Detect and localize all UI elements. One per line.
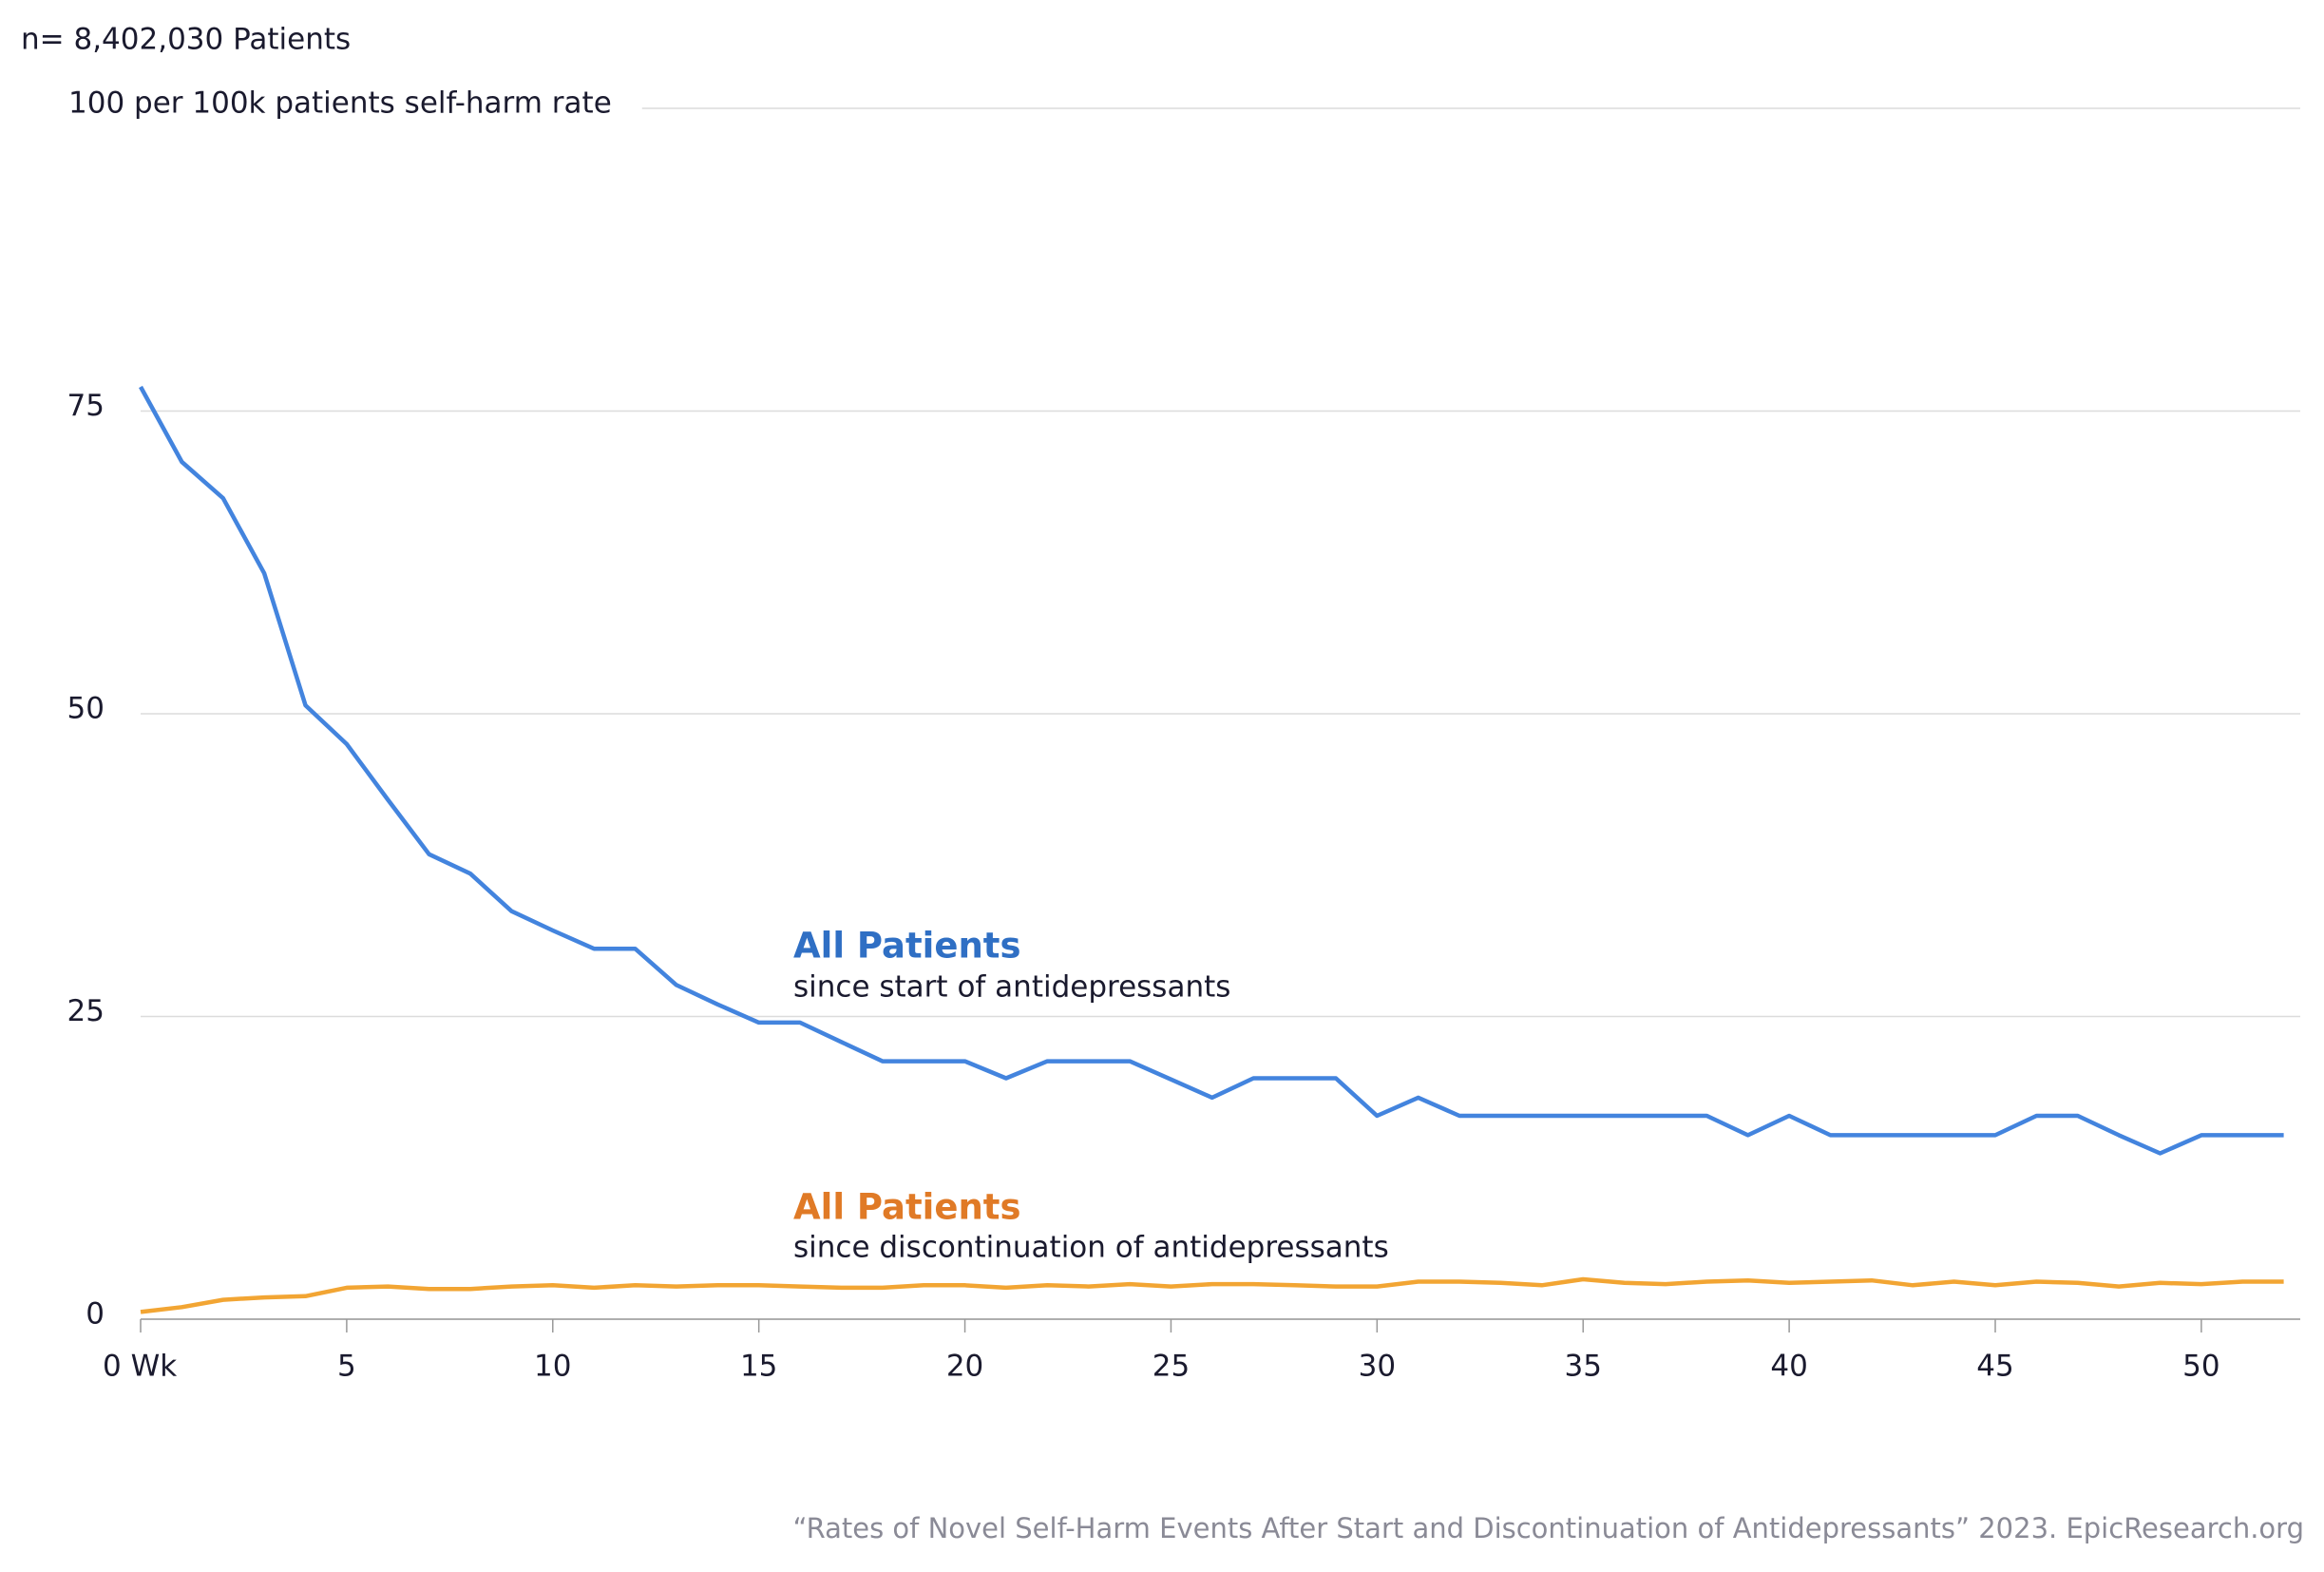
y-tick-label: 100 per 100k patients self-harm rate — [68, 86, 612, 121]
x-tick-label: 45 — [1976, 1350, 2013, 1384]
y-tick-label: 75 — [67, 389, 105, 423]
x-tick-label: 30 — [1359, 1350, 1396, 1384]
source-note: “Rates of Novel Self-Harm Events After S… — [792, 1512, 2304, 1544]
x-tick-label: 5 — [337, 1350, 356, 1384]
x-tick-label: 15 — [740, 1350, 777, 1384]
series-line — [140, 1276, 2284, 1314]
series-note: since discontinuation of antidepressants — [793, 1231, 1389, 1265]
chart-subtitle: n= 8,402,030 Patients — [21, 23, 351, 57]
y-tick-label: 50 — [67, 692, 105, 726]
x-tick-label: 50 — [2182, 1350, 2219, 1384]
series-line — [139, 385, 2284, 1156]
series-label: All Patients — [793, 1187, 1021, 1228]
x-tick-label: 40 — [1770, 1350, 1807, 1384]
x-tick-label: 0 Wk — [103, 1350, 177, 1384]
x-tick-label: 10 — [534, 1350, 571, 1384]
y-tick-label: 0 — [86, 1297, 105, 1332]
x-tick-label: 20 — [946, 1350, 983, 1384]
series-note: since start of antidepressants — [793, 970, 1230, 1005]
series-label: All Patients — [793, 926, 1021, 967]
y-tick-label: 25 — [67, 994, 105, 1028]
x-tick-label: 25 — [1152, 1350, 1190, 1384]
x-tick-label: 35 — [1564, 1350, 1601, 1384]
